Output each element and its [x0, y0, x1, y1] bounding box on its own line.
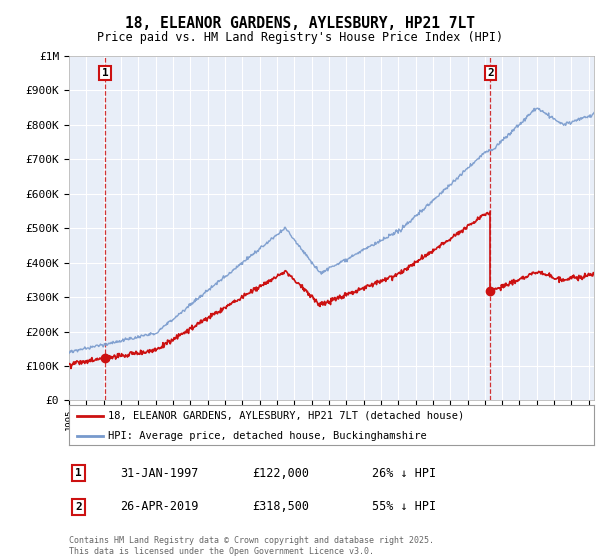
Text: 31-JAN-1997: 31-JAN-1997 — [120, 466, 199, 480]
Text: HPI: Average price, detached house, Buckinghamshire: HPI: Average price, detached house, Buck… — [109, 431, 427, 441]
Text: £318,500: £318,500 — [252, 500, 309, 514]
Text: 18, ELEANOR GARDENS, AYLESBURY, HP21 7LT (detached house): 18, ELEANOR GARDENS, AYLESBURY, HP21 7LT… — [109, 411, 464, 421]
Text: 2: 2 — [487, 68, 494, 78]
Text: 55% ↓ HPI: 55% ↓ HPI — [372, 500, 436, 514]
Text: Contains HM Land Registry data © Crown copyright and database right 2025.
This d: Contains HM Land Registry data © Crown c… — [69, 536, 434, 556]
Text: 1: 1 — [75, 468, 82, 478]
Text: 26% ↓ HPI: 26% ↓ HPI — [372, 466, 436, 480]
Text: 18, ELEANOR GARDENS, AYLESBURY, HP21 7LT: 18, ELEANOR GARDENS, AYLESBURY, HP21 7LT — [125, 16, 475, 31]
Text: 1: 1 — [101, 68, 109, 78]
Text: 2: 2 — [75, 502, 82, 512]
Text: £122,000: £122,000 — [252, 466, 309, 480]
Text: Price paid vs. HM Land Registry's House Price Index (HPI): Price paid vs. HM Land Registry's House … — [97, 31, 503, 44]
Text: 26-APR-2019: 26-APR-2019 — [120, 500, 199, 514]
